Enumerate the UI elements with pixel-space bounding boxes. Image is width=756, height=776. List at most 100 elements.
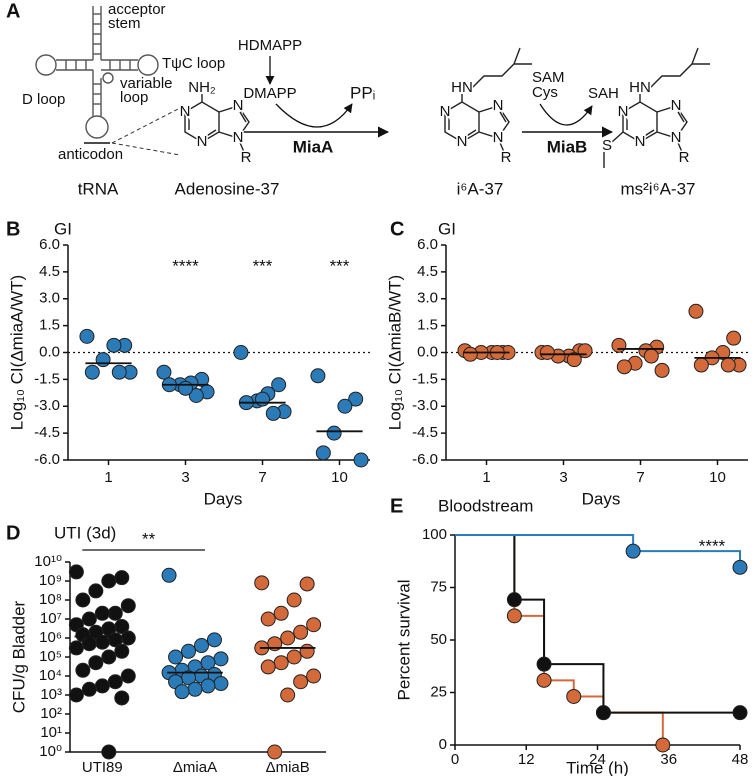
data-point bbox=[265, 405, 281, 421]
data-point bbox=[81, 636, 97, 652]
data-point bbox=[732, 705, 748, 721]
x-tick-label: 1 bbox=[482, 469, 490, 486]
data-point bbox=[107, 674, 123, 690]
y-tick-label: 10¹ bbox=[40, 724, 62, 741]
reagent: SAM bbox=[532, 69, 565, 86]
x-tick-label: 48 bbox=[732, 751, 749, 768]
data-point bbox=[206, 632, 222, 648]
data-point bbox=[306, 668, 322, 684]
data-point bbox=[94, 605, 110, 621]
data-point bbox=[299, 576, 315, 592]
data-point bbox=[616, 359, 632, 375]
atom-label: N bbox=[618, 103, 629, 120]
data-point bbox=[187, 681, 203, 697]
trna-label: acceptor bbox=[108, 1, 166, 18]
y-axis-label: Percent survival bbox=[394, 580, 413, 701]
reagent: PPᵢ bbox=[350, 83, 375, 102]
atom-label: R bbox=[679, 149, 690, 166]
significance-label: *** bbox=[330, 256, 350, 275]
data-point bbox=[68, 687, 84, 703]
data-point bbox=[107, 605, 123, 621]
panel-letter: E bbox=[390, 495, 403, 517]
molecule-name: Adenosine-37 bbox=[175, 179, 280, 198]
chart-title: UTI (3d) bbox=[54, 523, 116, 542]
data-point bbox=[310, 368, 326, 384]
atom-label: N bbox=[493, 129, 504, 146]
data-point bbox=[506, 592, 522, 608]
data-point bbox=[286, 592, 302, 608]
prenyl-chain bbox=[471, 47, 532, 89]
arrow bbox=[275, 103, 353, 128]
data-point bbox=[595, 705, 611, 721]
atom-label: N bbox=[493, 97, 504, 114]
y-tick-label: -4.5 bbox=[412, 424, 438, 441]
x-tick-label: 10 bbox=[709, 469, 726, 486]
data-point bbox=[337, 398, 353, 414]
data-point bbox=[68, 564, 84, 580]
data-point bbox=[178, 380, 193, 396]
trna-label: TψC loop bbox=[162, 55, 225, 72]
y-tick-label: 10⁰ bbox=[39, 743, 62, 760]
reagent: SAH bbox=[588, 85, 619, 102]
data-point bbox=[120, 598, 136, 614]
y-tick-label: -1.5 bbox=[412, 370, 438, 387]
data-point bbox=[84, 364, 100, 380]
data-point bbox=[81, 681, 97, 697]
data-point bbox=[188, 388, 204, 403]
y-axis-label: Log₁₀ CI(ΔmiaA/WT) bbox=[7, 275, 26, 430]
x-tick-label: 36 bbox=[660, 751, 677, 768]
data-point bbox=[271, 377, 287, 393]
data-point bbox=[114, 690, 130, 706]
data-point bbox=[720, 357, 736, 373]
data-point bbox=[539, 345, 555, 360]
reagent: HDMAPP bbox=[238, 37, 302, 54]
data-point bbox=[81, 611, 97, 627]
data-point bbox=[168, 649, 184, 665]
panel-letter: A bbox=[6, 0, 20, 22]
panel-a: A acceptor stem TψC loop D loop variable… bbox=[6, 0, 619, 198]
data-point bbox=[193, 638, 209, 654]
trna-label: loop bbox=[120, 89, 148, 106]
y-tick-label: 1.5 bbox=[417, 317, 438, 334]
data-point bbox=[88, 583, 104, 599]
trna-label: stem bbox=[108, 15, 141, 32]
panel-letter: D bbox=[6, 522, 20, 544]
ring-bonds bbox=[622, 94, 688, 153]
data-point bbox=[156, 364, 172, 380]
data-point bbox=[353, 452, 369, 468]
data-point bbox=[326, 425, 342, 441]
enzyme: MiaA bbox=[293, 137, 334, 156]
atom-label: R bbox=[501, 149, 512, 166]
data-point bbox=[95, 352, 111, 368]
data-point bbox=[654, 362, 670, 378]
x-tick-label: 7 bbox=[258, 469, 266, 486]
y-tick-label: 0.0 bbox=[39, 343, 60, 360]
atom-label: N bbox=[457, 133, 468, 150]
data-point bbox=[299, 643, 315, 659]
atom-label: N bbox=[671, 129, 682, 146]
atom-label: N bbox=[180, 103, 191, 120]
data-point bbox=[506, 608, 522, 624]
data-point bbox=[280, 687, 296, 703]
trna-label: anticodon bbox=[58, 146, 123, 163]
atom-label: N bbox=[440, 103, 451, 120]
y-tick-label: 10² bbox=[40, 705, 62, 722]
data-point bbox=[111, 364, 127, 380]
data-point bbox=[213, 651, 229, 667]
y-tick-label: -3.0 bbox=[34, 397, 60, 414]
data-point bbox=[75, 662, 91, 678]
survival-line bbox=[455, 534, 741, 568]
prenyl-chain bbox=[649, 47, 710, 89]
y-tick-label: 0 bbox=[439, 736, 447, 753]
data-point bbox=[114, 643, 130, 659]
x-tick-label: UTI89 bbox=[82, 759, 123, 776]
atom-label: HN bbox=[451, 79, 473, 96]
data-point bbox=[286, 649, 302, 665]
y-tick-label: 10¹⁰ bbox=[34, 553, 62, 570]
y-tick-label: 100 bbox=[422, 526, 447, 543]
data-point bbox=[536, 656, 552, 672]
y-tick-label: 4.5 bbox=[39, 263, 60, 280]
